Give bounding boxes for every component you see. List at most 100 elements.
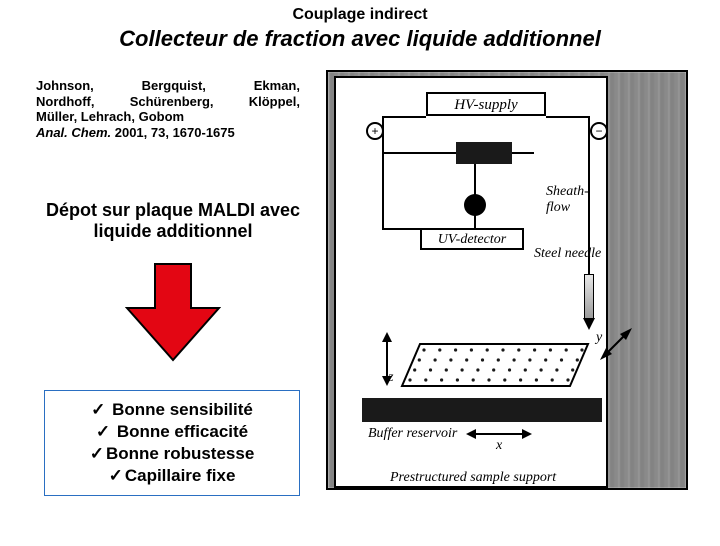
subtitle-block: Dépot sur plaque MALDI avec liquide addi… bbox=[36, 200, 310, 241]
plate-well-dot bbox=[576, 358, 579, 361]
diagram-frame: HV-supply + − UV-detector Sheath-flow St… bbox=[326, 70, 688, 490]
plate-well-dot bbox=[535, 378, 538, 381]
citation-journal: Anal. Chem. bbox=[36, 125, 111, 140]
needle-tip-icon bbox=[583, 318, 595, 330]
plate-well-dot bbox=[438, 348, 441, 351]
y-axis-label: y bbox=[596, 330, 602, 346]
plate-well-dot bbox=[501, 348, 504, 351]
plate-well-dot bbox=[533, 348, 536, 351]
wire bbox=[512, 152, 534, 154]
citation-line-2: Nordhoff, Schürenberg, Klöppel, bbox=[36, 94, 300, 110]
right-column: HV-supply + − UV-detector Sheath-flow St… bbox=[326, 70, 688, 490]
bullet-text: Capillaire fixe bbox=[125, 466, 236, 485]
x-axis-label: x bbox=[496, 438, 502, 454]
plate-well-dot bbox=[555, 368, 558, 371]
buffer-reservoir-block bbox=[362, 398, 602, 422]
plate-well-dot bbox=[445, 368, 448, 371]
plate-well-dot bbox=[486, 348, 489, 351]
plate-well-dot bbox=[461, 368, 464, 371]
prestructured-support-label: Prestructured sample support bbox=[390, 470, 556, 486]
plate-well-dot bbox=[524, 368, 527, 371]
citation-author: Johnson, bbox=[36, 78, 94, 94]
plate-well-dot bbox=[456, 378, 459, 381]
wire bbox=[474, 164, 476, 198]
bullet-row: ✓ Bonne sensibilité bbox=[55, 399, 289, 421]
citation-line-1: Johnson, Bergquist, Ekman, bbox=[36, 78, 300, 94]
wire bbox=[382, 116, 426, 118]
hv-supply-box: HV-supply bbox=[426, 92, 546, 116]
wire bbox=[546, 116, 590, 118]
plate-well-dot bbox=[549, 348, 552, 351]
check-icon: ✓ bbox=[96, 422, 110, 441]
plate-well-dot bbox=[440, 378, 443, 381]
bullet-text: Bonne efficacité bbox=[117, 422, 248, 441]
citation-block: Johnson, Bergquist, Ekman, Nordhoff, Sch… bbox=[36, 78, 310, 140]
plate-well-dot bbox=[571, 368, 574, 371]
plate-well-dot bbox=[513, 358, 516, 361]
sheath-flow-label: Sheath-flow bbox=[546, 184, 606, 216]
bullets-box: ✓ Bonne sensibilité ✓ Bonne efficacité ✓… bbox=[44, 390, 300, 496]
plate-well-dot bbox=[470, 348, 473, 351]
plate-well-dot bbox=[517, 348, 520, 351]
page-title: Collecteur de fraction avec liquide addi… bbox=[0, 26, 720, 52]
down-arrow-icon bbox=[125, 262, 221, 362]
plate-well-dot bbox=[449, 358, 452, 361]
citation-ref: 2001, 73, 1670-1675 bbox=[111, 125, 235, 140]
plate-well-dot bbox=[408, 378, 411, 381]
check-icon: ✓ bbox=[90, 444, 104, 463]
plus-terminal-icon: + bbox=[366, 122, 384, 140]
citation-line-3: Müller, Lehrach, Gobom bbox=[36, 109, 300, 125]
wire bbox=[382, 198, 384, 228]
plate-well-dot bbox=[528, 358, 531, 361]
uv-detector-box: UV-detector bbox=[420, 228, 524, 250]
resistor-block bbox=[456, 142, 512, 164]
plate-well-dot bbox=[503, 378, 506, 381]
citation-author: Schürenberg, bbox=[130, 94, 214, 110]
plate-well-dot bbox=[487, 378, 490, 381]
citation-author: Nordhoff, bbox=[36, 94, 94, 110]
junction-dot-icon bbox=[464, 194, 486, 216]
bullet-row: ✓Bonne robustesse bbox=[55, 443, 289, 465]
wire bbox=[474, 214, 476, 228]
plate-well-dot bbox=[497, 358, 500, 361]
plate-well-dot bbox=[424, 378, 427, 381]
plate-well-dot bbox=[580, 348, 583, 351]
page-supertitle: Couplage indirect bbox=[0, 6, 720, 24]
plate-outline bbox=[402, 344, 588, 386]
plate-well-dot bbox=[560, 358, 563, 361]
plate-dots bbox=[408, 348, 583, 381]
steel-needle-label: Steel needle bbox=[534, 246, 601, 262]
plate-well-dot bbox=[465, 358, 468, 361]
plate-well-dot bbox=[429, 368, 432, 371]
plate-well-dot bbox=[434, 358, 437, 361]
diagram-overlay: HV-supply + − UV-detector Sheath-flow St… bbox=[334, 76, 608, 488]
plate-well-dot bbox=[413, 368, 416, 371]
plate-well-dot bbox=[492, 368, 495, 371]
plate-well-dot bbox=[566, 378, 569, 381]
plate-well-dot bbox=[454, 348, 457, 351]
down-arrow-wrap bbox=[36, 262, 310, 362]
maldi-plate bbox=[400, 336, 590, 392]
wire bbox=[382, 152, 456, 154]
plate-well-dot bbox=[551, 378, 554, 381]
check-icon: ✓ bbox=[91, 400, 105, 419]
citation-line-4: Anal. Chem. 2001, 73, 1670-1675 bbox=[36, 125, 300, 141]
wire bbox=[382, 228, 420, 230]
plate-well-dot bbox=[508, 368, 511, 371]
content-row: Johnson, Bergquist, Ekman, Nordhoff, Sch… bbox=[0, 66, 720, 496]
citation-author: Klöppel, bbox=[249, 94, 300, 110]
plate-well-dot bbox=[481, 358, 484, 361]
citation-author: Ekman, bbox=[254, 78, 300, 94]
y-axis-icon bbox=[598, 324, 638, 364]
check-icon: ✓ bbox=[109, 466, 123, 485]
steel-needle-icon bbox=[584, 274, 594, 320]
plate-well-dot bbox=[476, 368, 479, 371]
plate-well-dot bbox=[544, 358, 547, 361]
plate-well-dot bbox=[565, 348, 568, 351]
bullet-text: Bonne robustesse bbox=[106, 444, 254, 463]
plate-well-dot bbox=[540, 368, 543, 371]
z-axis-icon bbox=[372, 328, 402, 388]
subtitle-line: liquide additionnel bbox=[36, 221, 310, 242]
bullet-text: Bonne sensibilité bbox=[112, 400, 253, 419]
subtitle-line: Dépot sur plaque MALDI avec bbox=[36, 200, 310, 221]
